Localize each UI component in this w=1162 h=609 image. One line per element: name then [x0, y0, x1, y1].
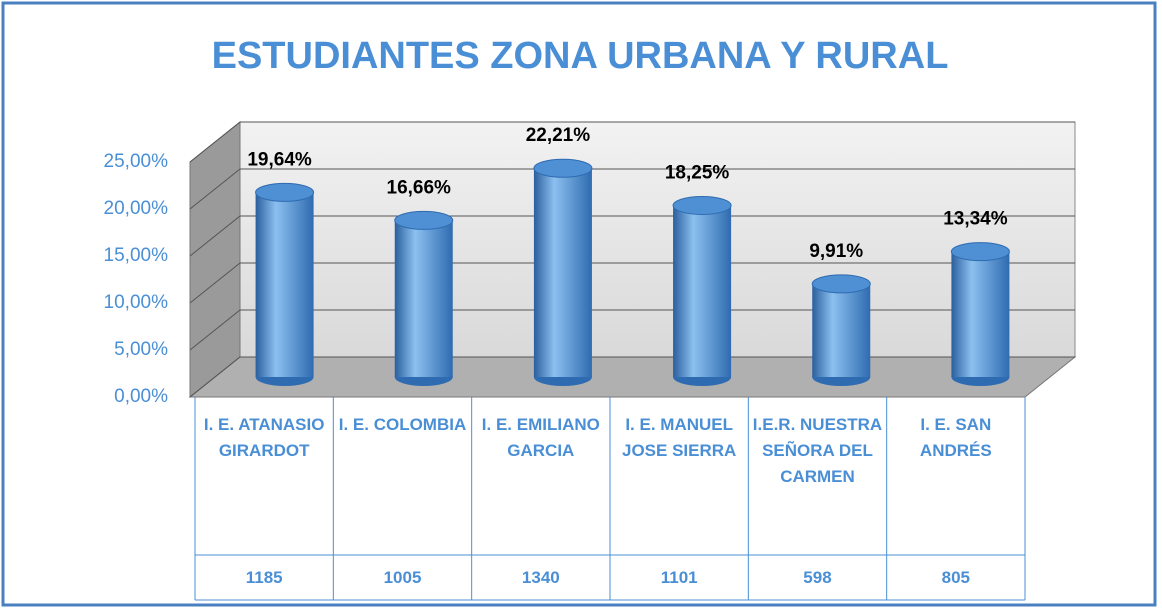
count-cell: 1185: [245, 568, 283, 587]
bar-part: [951, 251, 1010, 377]
bar-part: [672, 195, 732, 215]
bar-part: [533, 168, 592, 377]
count-cell: 1101: [660, 568, 698, 587]
bar-part: [394, 210, 454, 230]
chart-title: ESTUDIANTES ZONA URBANA Y RURAL: [212, 35, 949, 77]
y-tick-label: 25,00%: [104, 151, 169, 172]
bar: [394, 210, 454, 386]
floor: [188, 356, 1077, 398]
bar-part: [255, 192, 314, 377]
bar-part: [533, 158, 593, 178]
data-label: 9,91%: [809, 241, 863, 262]
bar: [672, 195, 732, 386]
side-wall: [189, 120, 241, 399]
count-cell: 805: [941, 568, 970, 587]
back-wall: [239, 121, 1076, 358]
y-tick-label: 0,00%: [114, 386, 168, 407]
grid-line: [189, 215, 1075, 257]
data-label: 16,66%: [387, 177, 452, 198]
bar: [533, 158, 593, 386]
data-label: 13,34%: [943, 209, 1008, 230]
bar: [811, 274, 871, 386]
category-label: I. E. MANUEL JOSE SIERRA: [622, 415, 737, 460]
category-label: I.E.R. NUESTRA SEÑORA DEL CARMEN: [752, 415, 883, 486]
count-cell: 1005: [383, 568, 422, 587]
data-label: 19,64%: [247, 149, 312, 170]
category-label: I. E. EMILIANO GARCIA: [481, 415, 600, 460]
category-label: I. E. COLOMBIA: [338, 415, 467, 434]
y-tick-label: 5,00%: [114, 339, 168, 360]
bar: [950, 242, 1010, 386]
bar-part: [673, 205, 732, 377]
bar-part: [255, 182, 315, 202]
bar: [255, 182, 315, 386]
grid-line: [189, 262, 1075, 304]
bar-part: [950, 242, 1010, 262]
grid-line: [189, 309, 1075, 351]
y-tick-label: 10,00%: [104, 292, 169, 313]
count-cell: 1340: [521, 568, 560, 587]
data-label: 18,25%: [665, 162, 730, 183]
category-label: I. E. ATANASIO GIRARDOT: [203, 415, 325, 460]
bar-part: [394, 220, 453, 377]
grid-line: [189, 121, 1075, 163]
y-tick-label: 20,00%: [104, 198, 169, 219]
y-tick-label: 15,00%: [104, 245, 169, 266]
category-label: I. E. SAN ANDRÉS: [919, 415, 992, 460]
grid-line: [189, 356, 1075, 398]
data-label: 22,21%: [526, 125, 591, 146]
grid-line: [189, 168, 1075, 210]
bar-part: [812, 283, 871, 377]
count-cell: 598: [803, 568, 832, 587]
bar-part: [811, 274, 871, 294]
